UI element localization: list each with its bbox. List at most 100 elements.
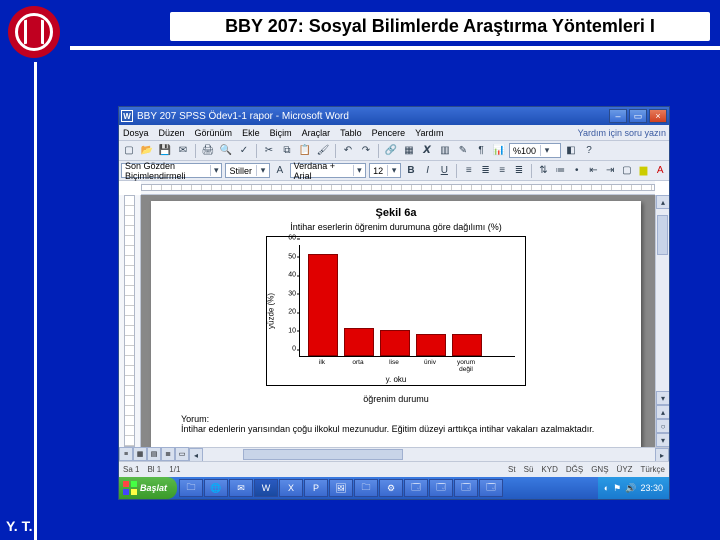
scroll-left-button[interactable]: ◂ <box>189 448 203 462</box>
menubar: Dosya Düzen Görünüm Ekle Biçim Araçlar T… <box>119 125 669 141</box>
save-button[interactable]: 💾 <box>157 143 173 159</box>
taskbar-item[interactable]: 🗀 <box>354 479 378 497</box>
columns-button[interactable]: ▥ <box>437 143 453 159</box>
vertical-scrollbar[interactable]: ▴ ▾ ▴ ○ ▾ <box>655 195 669 447</box>
scroll-thumb[interactable] <box>657 215 668 255</box>
minimize-button[interactable]: – <box>609 109 627 123</box>
open-button[interactable]: 📂 <box>139 143 155 159</box>
view-buttons: ≡ ▦ ▤ ≣ ▭ <box>119 447 189 461</box>
taskbar-item[interactable]: 🗔 <box>479 479 503 497</box>
redo-button[interactable]: ↷ <box>358 143 374 159</box>
menu-window[interactable]: Pencere <box>372 128 406 138</box>
highlight-button[interactable]: ▆ <box>637 163 651 179</box>
taskbar-item[interactable]: 🖼 <box>329 479 353 497</box>
align-right-button[interactable]: ≡ <box>495 163 509 179</box>
tray-clock[interactable]: 23:30 <box>640 483 663 493</box>
align-justify-button[interactable]: ≣ <box>512 163 526 179</box>
taskbar-item[interactable]: 🗀 <box>179 479 203 497</box>
underline-button[interactable]: U <box>437 163 451 179</box>
normal-view-button[interactable]: ≡ <box>119 447 133 461</box>
borders-button[interactable]: ▢ <box>620 163 634 179</box>
taskbar-item[interactable]: 🗔 <box>404 479 428 497</box>
format-painter-button[interactable]: 🖌 <box>315 143 331 159</box>
select-browse-button[interactable]: ○ <box>656 419 669 433</box>
scroll-track[interactable] <box>656 209 669 391</box>
numbering-button[interactable]: ≔ <box>553 163 567 179</box>
horizontal-scrollbar[interactable]: ◂ ▸ <box>189 447 669 461</box>
start-button[interactable]: Başlat <box>119 477 177 499</box>
scroll-up-button[interactable]: ▴ <box>656 195 669 209</box>
align-center-button[interactable]: ≣ <box>479 163 493 179</box>
close-button[interactable]: × <box>649 109 667 123</box>
spell-button[interactable]: ✓ <box>236 143 252 159</box>
menu-edit[interactable]: Düzen <box>159 128 185 138</box>
menu-file[interactable]: Dosya <box>123 128 149 138</box>
taskbar-item[interactable]: 🗔 <box>454 479 478 497</box>
outdent-button[interactable]: ⇤ <box>587 163 601 179</box>
taskbar-item[interactable]: 🌐 <box>204 479 228 497</box>
copy-button[interactable]: ⧉ <box>279 143 295 159</box>
table-button[interactable]: ▦ <box>401 143 417 159</box>
prev-page-button[interactable]: ▴ <box>656 405 669 419</box>
page-viewport[interactable]: Şekil 6a İntihar eserlerin öğrenim durum… <box>141 195 655 447</box>
tray-icon[interactable]: ⚑ <box>613 483 621 494</box>
preview-button[interactable]: 🔍 <box>218 143 234 159</box>
reading-view-button[interactable]: ▭ <box>175 447 189 461</box>
taskbar-item[interactable]: P <box>304 479 328 497</box>
drawing-button[interactable]: ✎ <box>455 143 471 159</box>
cut-button[interactable]: ✂ <box>261 143 277 159</box>
show-marks-button[interactable]: 📊 <box>491 143 507 159</box>
help-button[interactable]: ? <box>581 143 597 159</box>
taskbar-item[interactable]: 🗔 <box>429 479 453 497</box>
titlebar[interactable]: W BBY 207 SPSS Ödev1-1 rapor - Microsoft… <box>119 107 669 125</box>
scroll-down-button[interactable]: ▾ <box>656 391 669 405</box>
help-search-hint[interactable]: Yardım için soru yazın <box>578 128 666 138</box>
tray-icon[interactable]: ◐ <box>604 483 609 493</box>
vertical-ruler[interactable] <box>119 195 141 447</box>
fontcolor-button[interactable]: A <box>653 163 667 179</box>
hyperlink-button[interactable]: 🔗 <box>383 143 399 159</box>
paste-button[interactable]: 📋 <box>297 143 313 159</box>
system-tray[interactable]: ◐ ⚑ 🔊 23:30 <box>598 477 669 499</box>
taskbar-item[interactable]: ⚙ <box>379 479 403 497</box>
taskbar-item[interactable]: W <box>254 479 278 497</box>
align-left-button[interactable]: ≡ <box>462 163 476 179</box>
bold-button[interactable]: B <box>404 163 418 179</box>
italic-button[interactable]: I <box>421 163 435 179</box>
menu-insert[interactable]: Ekle <box>242 128 260 138</box>
maximize-button[interactable]: ▭ <box>629 109 647 123</box>
font-combo[interactable]: Verdana + Arial ▾ <box>290 163 366 178</box>
indent-button[interactable]: ⇥ <box>603 163 617 179</box>
bullets-button[interactable]: • <box>570 163 584 179</box>
docmap-button[interactable]: ¶ <box>473 143 489 159</box>
read-mode-button[interactable]: ◧ <box>563 143 579 159</box>
aa-button[interactable]: A <box>273 163 287 179</box>
reviewing-combo[interactable]: Son Gözden Biçimlendirmeli ▾ <box>121 163 222 178</box>
tray-icon[interactable]: 🔊 <box>625 483 636 494</box>
outline-view-button[interactable]: ≣ <box>161 447 175 461</box>
next-page-button[interactable]: ▾ <box>656 433 669 447</box>
taskbar-item[interactable]: ✉ <box>229 479 253 497</box>
excel-button[interactable]: 𝙓 <box>419 143 435 159</box>
taskbar-item[interactable]: X <box>279 479 303 497</box>
zoom-combo[interactable]: %100 ▾ <box>509 143 561 158</box>
style-combo[interactable]: Stiller ▾ <box>225 163 270 178</box>
print-button[interactable]: 🖨 <box>200 143 216 159</box>
undo-button[interactable]: ↶ <box>340 143 356 159</box>
horizontal-ruler[interactable] <box>141 181 655 195</box>
menu-tools[interactable]: Araçlar <box>302 128 331 138</box>
scroll-right-button[interactable]: ▸ <box>655 448 669 462</box>
permission-button[interactable]: ✉ <box>175 143 191 159</box>
hscroll-track[interactable] <box>203 448 655 461</box>
web-view-button[interactable]: ▦ <box>133 447 147 461</box>
chevron-down-icon: ▾ <box>387 165 397 176</box>
menu-view[interactable]: Görünüm <box>195 128 233 138</box>
fontsize-combo[interactable]: 12 ▾ <box>369 163 401 178</box>
new-doc-button[interactable]: ▢ <box>121 143 137 159</box>
hscroll-thumb[interactable] <box>243 449 403 460</box>
line-spacing-button[interactable]: ⇅ <box>537 163 551 179</box>
menu-format[interactable]: Biçim <box>270 128 292 138</box>
menu-table[interactable]: Tablo <box>340 128 362 138</box>
menu-help[interactable]: Yardım <box>415 128 443 138</box>
print-view-button[interactable]: ▤ <box>147 447 161 461</box>
